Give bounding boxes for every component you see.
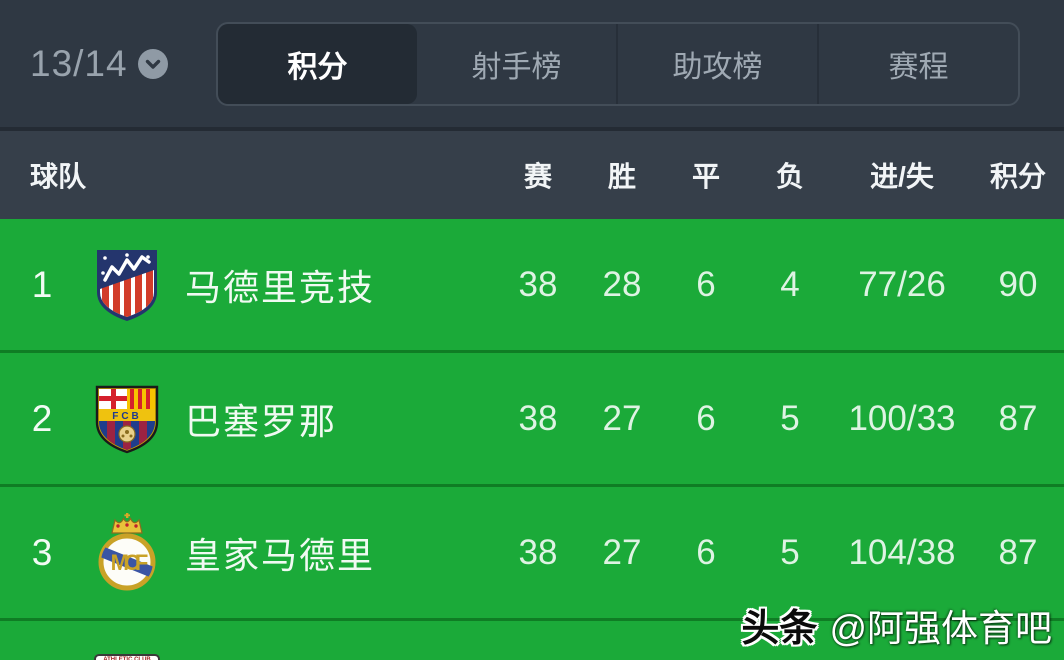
column-header-points: 积分	[989, 161, 1046, 192]
column-header-goals: 进/失	[870, 161, 934, 192]
tab-schedule[interactable]: 赛程	[817, 23, 1018, 104]
column-header-drawn: 平	[691, 161, 720, 192]
team-name: 马德里竞技	[185, 266, 376, 308]
stat-drawn: 6	[696, 398, 716, 438]
stat-played: 38	[518, 264, 558, 304]
column-header-team: 球队	[30, 161, 87, 192]
barcelona-badge-text: FCB	[112, 411, 142, 422]
top-bar: 13/14 积分 射手榜 助攻榜 赛程	[0, 0, 1064, 127]
tab-group: 积分 射手榜 助攻榜 赛程	[216, 21, 1020, 106]
real-madrid-badge-text: MCF	[111, 550, 148, 575]
stat-goals: 104/38	[848, 532, 956, 572]
atletico-madrid-badge	[84, 247, 170, 323]
athletic-badge-text: ATHLETIC CLUB	[103, 657, 151, 660]
season-label: 13/14	[30, 42, 128, 84]
tab-top-scorers[interactable]: 射手榜	[471, 50, 562, 84]
table-row-partial[interactable]: ATHLETIC CLUB	[0, 621, 1064, 660]
column-header-played: 赛	[523, 161, 552, 192]
tab-assists[interactable]: 助攻榜	[616, 23, 817, 104]
table-header: 球队 赛 胜 平 负 进/失 积分	[0, 127, 1064, 219]
stat-points: 87	[998, 532, 1038, 572]
stat-won: 27	[602, 532, 642, 572]
team-name: 皇家马德里	[185, 534, 376, 576]
rank-number: 3	[31, 531, 53, 573]
table-row[interactable]: 1 马德	[0, 219, 1064, 353]
stat-played: 38	[518, 532, 558, 572]
stat-drawn: 6	[696, 532, 716, 572]
stat-played: 38	[518, 398, 558, 438]
stat-lost: 5	[780, 532, 800, 572]
rank-number: 2	[31, 397, 53, 439]
stat-lost: 5	[780, 398, 800, 438]
real-madrid-badge: MCF	[84, 512, 170, 593]
barcelona-badge: FCB	[84, 383, 170, 455]
column-header-won: 胜	[607, 161, 636, 192]
rank-number: 1	[31, 263, 53, 305]
stat-won: 28	[602, 264, 642, 304]
tab-standings[interactable]: 积分	[218, 23, 417, 104]
table-row[interactable]: 2 FCB	[0, 353, 1064, 487]
athletic-bilbao-badge: ATHLETIC CLUB	[84, 621, 170, 660]
stat-points: 90	[998, 264, 1038, 304]
chevron-down-icon	[137, 48, 168, 79]
stat-drawn: 6	[696, 264, 716, 304]
season-selector[interactable]: 13/14	[30, 43, 178, 85]
stat-goals: 77/26	[858, 264, 946, 304]
table-row[interactable]: 3 MCF 皇家马德里 38 27 6 5 104/38 87	[0, 487, 1064, 621]
column-header-lost: 负	[775, 161, 804, 192]
stat-won: 27	[602, 398, 642, 438]
stat-goals: 100/33	[848, 398, 956, 438]
team-name: 巴塞罗那	[185, 400, 338, 442]
stat-points: 87	[998, 398, 1038, 438]
stat-lost: 4	[780, 264, 800, 304]
